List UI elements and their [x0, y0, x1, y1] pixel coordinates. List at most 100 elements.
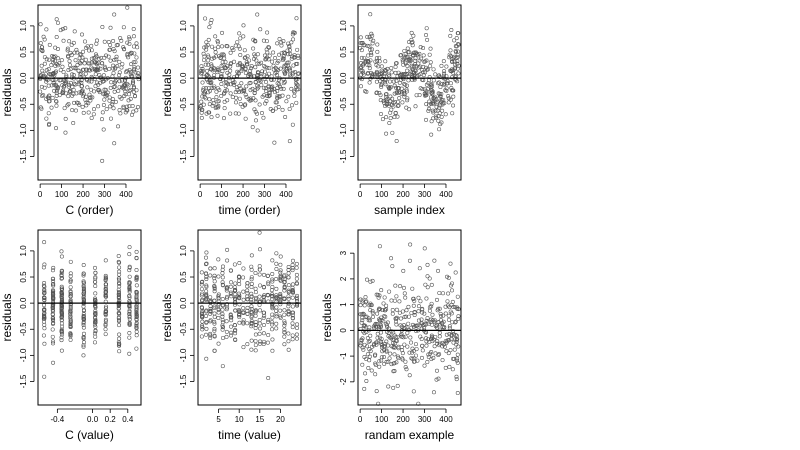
data-point [221, 116, 226, 121]
data-point [81, 316, 86, 321]
data-point [66, 53, 71, 58]
data-point [116, 276, 121, 281]
data-point [245, 297, 250, 302]
data-points [199, 230, 300, 381]
data-point [203, 62, 208, 67]
data-point [249, 319, 254, 324]
data-point [81, 280, 86, 285]
data-point [51, 276, 56, 281]
data-point [381, 301, 386, 306]
data-point [61, 70, 66, 75]
data-point [373, 322, 378, 327]
data-point [383, 59, 388, 64]
data-point [436, 320, 441, 325]
data-point [421, 46, 426, 51]
data-point [103, 332, 108, 337]
data-point [435, 108, 440, 113]
data-point [216, 307, 221, 312]
data-point [134, 306, 139, 311]
data-point [427, 52, 432, 57]
data-point [372, 353, 377, 358]
data-point [257, 264, 262, 269]
data-point [59, 295, 64, 300]
data-point [100, 158, 105, 163]
data-point [131, 34, 136, 39]
data-point [368, 12, 373, 17]
data-point [392, 83, 397, 88]
data-point [278, 268, 283, 273]
data-point [89, 43, 94, 48]
data-point [47, 99, 52, 104]
y-axis-label: residuals [160, 68, 174, 116]
data-point [294, 61, 299, 66]
data-point [255, 128, 260, 133]
data-point [405, 98, 410, 103]
data-point [265, 93, 270, 98]
data-point [261, 38, 266, 43]
data-point [263, 57, 268, 62]
data-point [413, 353, 418, 358]
data-point [430, 88, 435, 93]
data-point [432, 318, 437, 323]
y-tick-label: 1.0 [179, 20, 188, 32]
data-point [59, 254, 64, 259]
data-point [134, 88, 139, 93]
data-point [455, 294, 460, 299]
data-point [363, 60, 368, 65]
data-point [424, 318, 429, 323]
data-point [44, 96, 49, 101]
data-point [388, 94, 393, 99]
data-point [425, 67, 430, 72]
data-point [55, 63, 60, 68]
data-point [97, 73, 102, 78]
data-point [101, 73, 106, 78]
data-point [395, 114, 400, 119]
data-point [127, 281, 132, 286]
data-point [81, 334, 86, 339]
data-point [368, 333, 373, 338]
data-point [63, 130, 68, 135]
data-point [223, 66, 228, 71]
data-point [42, 297, 47, 302]
data-point [279, 86, 284, 91]
data-point [455, 49, 460, 54]
y-tick-label: 0.5 [179, 271, 188, 283]
data-point [391, 385, 396, 390]
data-point [381, 98, 386, 103]
data-point [82, 39, 87, 44]
data-point [199, 270, 204, 275]
data-point [96, 68, 101, 73]
data-point [451, 88, 456, 93]
data-point [407, 59, 412, 64]
data-point [216, 294, 221, 299]
data-point [208, 331, 213, 336]
data-point [103, 311, 108, 316]
data-point [437, 352, 442, 357]
data-point [54, 126, 59, 131]
data-point [113, 99, 118, 104]
data-point [290, 289, 295, 294]
data-point [66, 67, 71, 72]
data-point [93, 304, 98, 309]
data-point [237, 275, 242, 280]
data-point [212, 73, 217, 78]
data-point [116, 343, 121, 348]
data-point [259, 111, 264, 116]
data-point [454, 36, 459, 41]
data-point [393, 110, 398, 115]
data-point [218, 55, 223, 60]
data-point [81, 273, 86, 278]
data-point [417, 93, 422, 98]
data-point [409, 356, 414, 361]
data-point [82, 340, 87, 345]
data-point [278, 291, 283, 296]
data-point [247, 58, 252, 63]
data-point [264, 39, 269, 44]
data-point [95, 38, 100, 43]
data-point [431, 337, 436, 342]
data-point [59, 270, 64, 275]
data-point [53, 45, 58, 50]
data-point [249, 281, 254, 286]
data-point [208, 304, 213, 309]
data-point [120, 62, 125, 67]
